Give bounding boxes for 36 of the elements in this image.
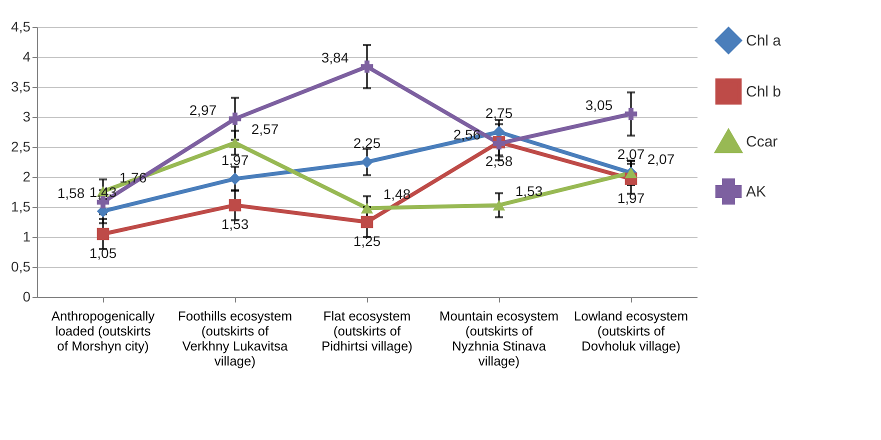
x-tick-label: Anthropogenically loaded (outskirts of Morshyn city): [51, 308, 156, 354]
data-label: 1,53: [515, 183, 543, 200]
legend-label: AK: [746, 184, 766, 200]
data-label: 2,97: [189, 102, 217, 118]
data-label: 1,48: [383, 186, 411, 202]
data-label: 1,58: [57, 185, 85, 202]
data-label: 2,07: [617, 146, 645, 162]
y-tick-label: 4: [22, 48, 31, 64]
y-tick-label: 2,5: [11, 138, 31, 154]
data-label: 1,97: [221, 152, 249, 168]
data-label: 2,25: [353, 135, 381, 151]
data-label: 1,05: [89, 245, 117, 261]
x-tick-label: Flat ecosystem (outskirts of Pidhirtsi village): [321, 308, 413, 354]
data-label: 2,57: [251, 120, 279, 137]
x-tick-label: Mountain ecosystem (outskirts of Nyzhnia Stinava village): [439, 308, 559, 368]
data-label: 2,58: [485, 153, 513, 170]
legend-label: Ccar: [746, 134, 778, 150]
y-tick-label: 3: [22, 108, 31, 124]
y-tick-label: 4,5: [11, 18, 31, 34]
y-tick-label: 3,5: [11, 78, 31, 94]
x-tick-label: Foothills ecosystem (outskirts of Verkhny Lukavitsa village): [178, 308, 292, 368]
y-tick-label: 0,5: [11, 258, 31, 274]
y-tick-label: 0: [22, 288, 31, 304]
x-tick-label: Lowland ecosystem (outskirts of Dovholuk village): [574, 308, 688, 354]
data-label: 2,07: [647, 150, 675, 167]
legend-label: Chl b: [746, 84, 782, 100]
data-label: 3,05: [585, 97, 613, 113]
data-label: 2,75: [485, 105, 513, 121]
y-tick-label: 1,5: [11, 198, 31, 214]
y-tick-label: 2: [22, 168, 31, 184]
y-tick-label: 1: [22, 228, 31, 244]
data-label: 3,84: [321, 50, 349, 66]
data-label: 1,53: [221, 216, 249, 232]
data-label: 1,97: [617, 190, 645, 206]
data-label: 1,25: [353, 233, 381, 249]
legend-label: Chl a: [746, 32, 782, 50]
